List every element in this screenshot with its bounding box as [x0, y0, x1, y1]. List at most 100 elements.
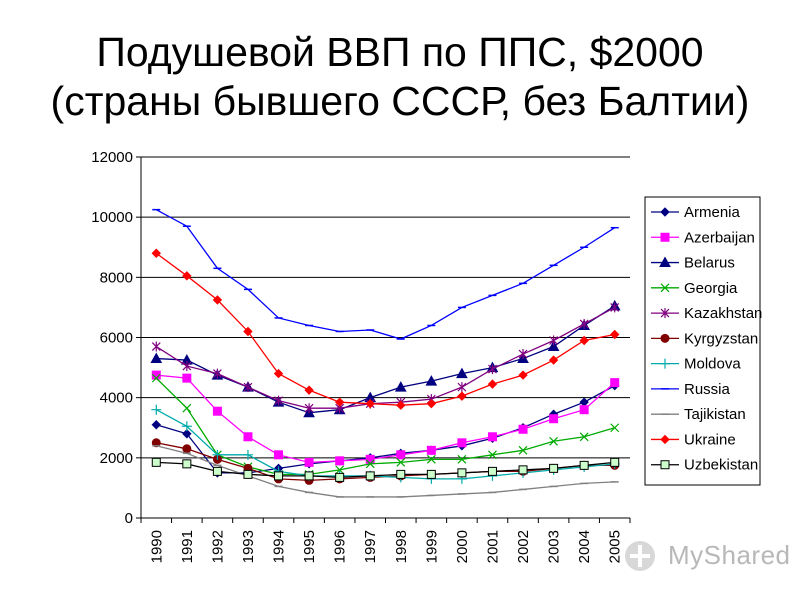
data-point-marker — [579, 432, 589, 442]
x-tick-label: 2003 — [546, 530, 563, 563]
data-point-marker — [456, 367, 468, 379]
data-point-marker — [396, 450, 406, 460]
data-point-marker — [426, 445, 436, 455]
data-point-marker — [304, 471, 314, 481]
data-point-marker — [182, 361, 192, 372]
data-point-marker — [365, 459, 375, 469]
x-tick-label: 2000 — [454, 530, 471, 563]
data-point-marker — [274, 450, 284, 460]
x-tick-label: 1998 — [393, 530, 410, 563]
x-tick-label: 2001 — [484, 530, 501, 563]
data-point-marker — [610, 302, 620, 313]
data-point-marker — [660, 207, 670, 217]
data-point-marker — [274, 395, 283, 406]
data-point-marker — [243, 382, 253, 393]
data-point-marker — [243, 432, 253, 442]
y-tick-label: 4000 — [100, 390, 133, 407]
data-point-marker — [426, 398, 437, 409]
data-point-marker — [182, 403, 192, 413]
data-point-marker — [457, 438, 467, 448]
data-point-marker — [151, 248, 161, 258]
series-kazakhstan — [151, 302, 620, 414]
legend-label: Georgia — [684, 280, 738, 297]
x-tick-label: 2002 — [515, 530, 532, 563]
data-point-marker — [660, 333, 670, 343]
series-uzbekistan — [151, 457, 620, 482]
y-tick-label: 8000 — [100, 269, 133, 286]
series-line — [156, 374, 616, 463]
data-point-marker — [365, 471, 375, 481]
data-point-marker — [335, 456, 345, 466]
series-line — [156, 305, 616, 414]
data-point-marker — [579, 335, 589, 346]
chart-title-line-2: (страны бывшего СССР, без Балтии) — [50, 78, 750, 124]
legend-item: Azerbaijan — [651, 229, 755, 246]
series-lines — [150, 208, 621, 498]
data-point-marker — [660, 232, 670, 242]
data-point-marker — [660, 283, 670, 293]
data-point-marker — [579, 460, 589, 470]
data-point-marker — [579, 318, 589, 329]
legend-item: Armenia — [651, 204, 741, 221]
myshared-logo-icon — [625, 541, 655, 571]
data-point-marker — [579, 405, 589, 415]
data-point-marker — [610, 457, 620, 467]
data-point-marker — [660, 308, 670, 319]
legend-label: Azerbaijan — [684, 229, 755, 246]
legend-item: Ukraine — [651, 431, 736, 448]
data-point-marker — [457, 391, 467, 401]
data-point-marker — [212, 406, 222, 416]
legend-item: Kazakhstan — [651, 305, 762, 322]
data-point-marker — [182, 271, 192, 281]
data-point-marker — [660, 358, 670, 369]
series-line — [155, 252, 615, 406]
data-point-marker — [426, 454, 436, 464]
data-point-marker — [548, 355, 559, 365]
series-russia — [152, 208, 619, 340]
legend-label: Tajikistan — [684, 406, 746, 423]
legend-item: Russia — [651, 381, 731, 398]
data-point-marker — [182, 373, 192, 383]
x-tick-label: 1992 — [209, 530, 226, 563]
data-point-marker — [181, 421, 192, 432]
legend-label: Ukraine — [684, 431, 736, 448]
data-point-marker — [549, 436, 559, 446]
watermark-logo: MyShared — [618, 536, 798, 576]
data-point-marker — [243, 469, 253, 479]
y-tick-label: 10000 — [91, 209, 133, 226]
data-point-marker — [212, 466, 222, 476]
data-point-marker — [549, 463, 559, 473]
data-point-marker — [212, 368, 222, 379]
data-point-marker — [335, 472, 345, 482]
series-line — [156, 385, 616, 474]
data-point-marker — [304, 385, 314, 395]
data-point-marker — [150, 352, 163, 364]
x-tick-label: 1999 — [423, 530, 440, 563]
data-point-marker — [304, 403, 314, 414]
data-point-marker — [243, 326, 253, 337]
data-point-marker — [610, 378, 620, 388]
data-point-marker — [457, 382, 467, 393]
data-point-marker — [659, 256, 671, 268]
data-point-marker — [151, 438, 161, 448]
axes: 0 2000 4000 6000 8000 10000 12000 1990 1991 1992 1… — [91, 149, 631, 563]
data-point-marker — [182, 444, 192, 454]
series-line — [155, 377, 615, 476]
data-point-marker — [610, 329, 620, 340]
data-point-marker — [396, 400, 406, 410]
series-line — [156, 461, 615, 479]
data-point-marker — [549, 335, 559, 346]
x-tick-label: 1990 — [148, 530, 165, 563]
data-point-marker — [457, 468, 467, 478]
data-point-marker — [151, 420, 161, 430]
data-point-marker — [487, 466, 497, 476]
data-point-marker — [488, 450, 497, 460]
data-point-marker — [242, 449, 253, 460]
data-point-marker — [518, 424, 528, 434]
legend-item: Moldova — [651, 356, 741, 373]
data-point-marker — [365, 454, 375, 464]
data-point-marker — [457, 454, 467, 464]
x-tick-label: 1993 — [240, 530, 257, 563]
data-point-marker — [334, 397, 345, 407]
